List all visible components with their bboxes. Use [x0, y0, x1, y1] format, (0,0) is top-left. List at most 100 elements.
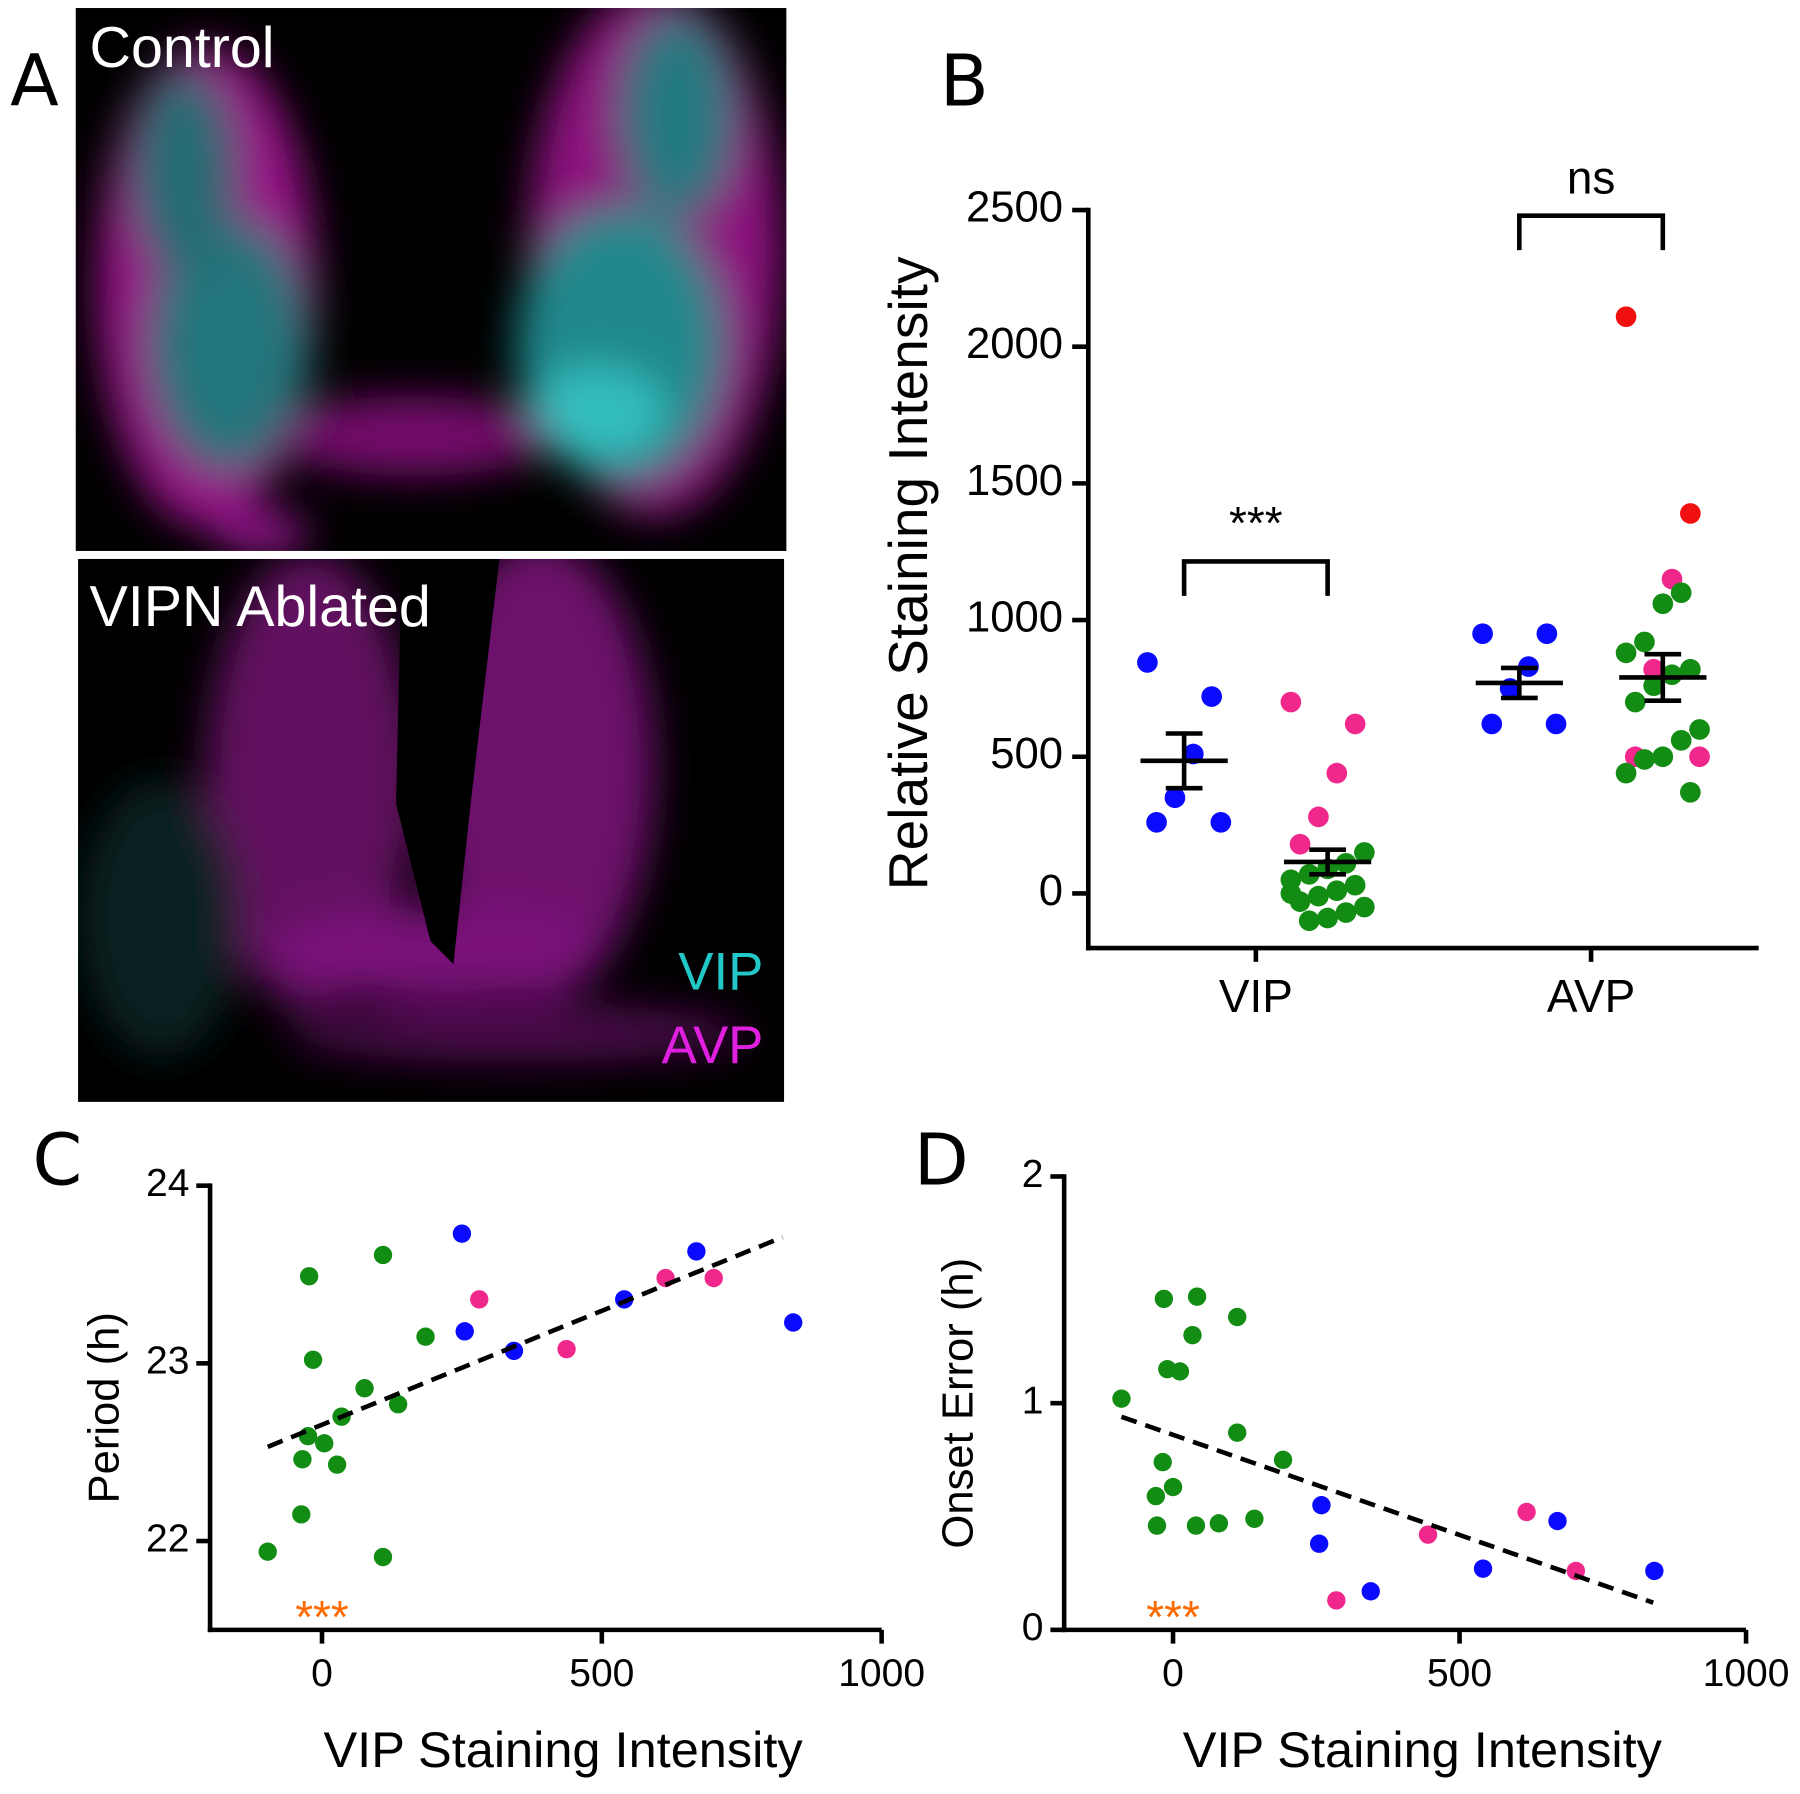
x-axis-label: VIP Staining Intensity	[324, 1721, 804, 1778]
y-tick-label: 0	[1022, 1606, 1044, 1649]
data-point	[315, 1434, 334, 1453]
micrograph-control	[75, 8, 787, 551]
data-point	[1154, 1289, 1174, 1309]
y-tick-label: 2000	[966, 320, 1063, 368]
data-point	[1473, 1559, 1493, 1578]
data-point	[1317, 907, 1338, 929]
data-point	[1335, 902, 1357, 923]
data-point	[1548, 1511, 1567, 1531]
data-point	[1361, 1582, 1380, 1601]
y-tick-label: 24	[146, 1162, 189, 1205]
x-tick-label: AVP	[1547, 970, 1635, 1022]
data-point	[1187, 1287, 1207, 1306]
data-point	[1517, 1502, 1536, 1522]
data-point	[1146, 1486, 1166, 1506]
data-point	[1643, 675, 1664, 696]
data-point	[1147, 1516, 1167, 1535]
data-point	[1228, 1423, 1247, 1442]
y-tick-label: 23	[146, 1340, 189, 1383]
panel-label: A	[10, 40, 59, 123]
data-point	[1472, 623, 1493, 645]
data-point	[1344, 874, 1366, 896]
data-point	[1344, 713, 1366, 735]
y-tick-label: 2	[1022, 1153, 1044, 1196]
data-point	[1536, 623, 1558, 645]
data-point	[292, 1505, 311, 1524]
data-point	[1652, 746, 1674, 768]
data-point	[1210, 812, 1232, 833]
data-point	[388, 1395, 408, 1414]
x-tick-label: 1000	[1703, 1652, 1790, 1695]
data-point	[1680, 781, 1701, 803]
image-caption: Control	[90, 16, 275, 80]
data-point	[1308, 806, 1329, 828]
data-point	[373, 1547, 393, 1567]
data-point	[1112, 1389, 1131, 1408]
x-tick-label: 0	[311, 1652, 333, 1695]
panel-label: C	[33, 1119, 83, 1202]
data-point	[1689, 746, 1710, 768]
data-point	[1545, 713, 1567, 735]
y-tick-label: 1000	[966, 594, 1063, 642]
data-point	[704, 1268, 723, 1288]
data-point	[1170, 1362, 1190, 1381]
data-point	[1689, 719, 1710, 740]
data-point	[1481, 713, 1503, 735]
data-point	[1164, 787, 1186, 809]
significance-label: ***	[1229, 497, 1283, 549]
sem-bar	[1644, 651, 1682, 703]
x-tick-label: 500	[1427, 1652, 1492, 1695]
data-point	[1298, 910, 1320, 932]
data-point	[1670, 730, 1692, 751]
y-axis-label: Onset Error (h)	[934, 1258, 982, 1549]
data-point	[1418, 1525, 1438, 1544]
data-point	[455, 1322, 474, 1341]
data-point	[1289, 833, 1311, 855]
significance-bracket	[1181, 559, 1330, 596]
x-tick-label: VIP	[1219, 970, 1293, 1022]
data-point	[784, 1313, 803, 1332]
significance-bracket	[1517, 213, 1666, 251]
panel-label: D	[914, 1119, 969, 1202]
data-point	[1634, 749, 1655, 770]
x-tick-label: 500	[569, 1652, 634, 1695]
y-tick-label: 500	[990, 730, 1063, 778]
panel-label: B	[940, 40, 989, 123]
data-point	[1153, 1452, 1172, 1472]
x-axis-label: VIP Staining Intensity	[1183, 1721, 1663, 1778]
data-point	[1327, 1591, 1346, 1610]
data-point	[1680, 658, 1701, 680]
data-point	[1201, 686, 1223, 707]
sem-bar	[1309, 847, 1346, 877]
image-caption: VIPN Ablated	[90, 575, 431, 639]
y-tick-label: 22	[146, 1517, 189, 1560]
data-point	[1137, 652, 1158, 673]
data-point	[1146, 812, 1167, 833]
data-point	[1245, 1509, 1264, 1528]
data-point	[1645, 1561, 1664, 1581]
data-point	[1615, 762, 1637, 784]
data-point	[1680, 503, 1701, 524]
data-point	[452, 1224, 472, 1243]
data-point	[355, 1379, 374, 1398]
data-point	[1280, 883, 1302, 904]
data-point	[1615, 642, 1637, 664]
y-tick-label: 0	[1039, 867, 1063, 915]
data-point	[416, 1327, 435, 1346]
data-point	[1652, 593, 1674, 614]
channel-label: VIP	[678, 943, 763, 1002]
data-point	[303, 1350, 323, 1369]
data-point	[1312, 1496, 1331, 1515]
data-point	[1309, 1534, 1329, 1553]
data-point	[298, 1427, 318, 1446]
y-tick-label: 2500	[966, 184, 1063, 232]
sem-bar	[1500, 665, 1538, 701]
x-tick-label: 0	[1162, 1652, 1184, 1695]
data-point	[299, 1267, 319, 1286]
data-point	[1615, 306, 1637, 327]
y-tick-label: 1500	[966, 457, 1063, 505]
y-axis-label: Relative Staining Intensity	[877, 256, 939, 890]
data-point	[1326, 880, 1348, 902]
data-point	[1354, 842, 1375, 863]
